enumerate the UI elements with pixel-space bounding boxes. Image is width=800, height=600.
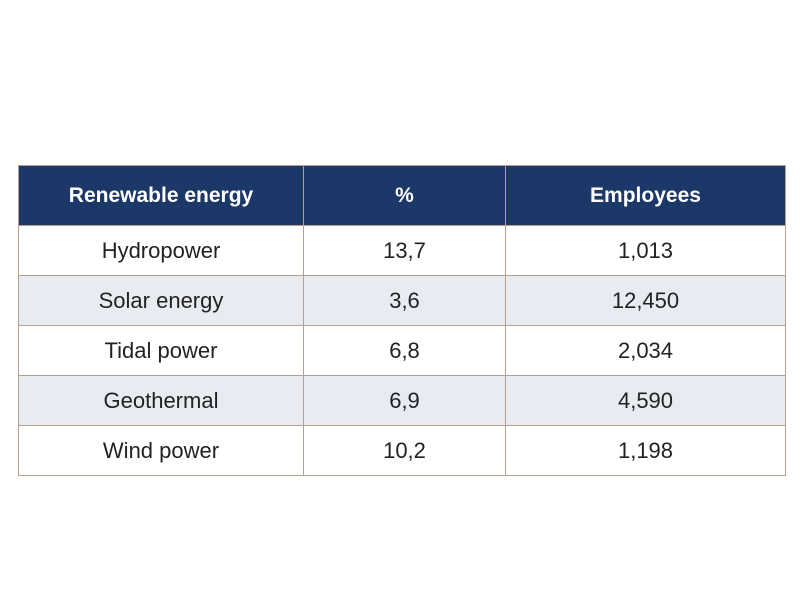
table-row: Geothermal 6,9 4,590 [18, 375, 786, 426]
data-table-container: Renewable energy % Employees Hydropower … [18, 165, 786, 476]
cell-energy-source: Solar energy [18, 275, 304, 326]
cell-employees: 12,450 [505, 275, 786, 326]
table-row: Hydropower 13,7 1,013 [18, 225, 786, 276]
table-row: Tidal power 6,8 2,034 [18, 325, 786, 376]
cell-percent: 10,2 [303, 425, 506, 476]
column-header-employees: Employees [505, 165, 786, 226]
cell-percent: 3,6 [303, 275, 506, 326]
cell-energy-source: Tidal power [18, 325, 304, 376]
cell-employees: 1,013 [505, 225, 786, 276]
table-header-row: Renewable energy % Employees [18, 165, 786, 226]
cell-employees: 4,590 [505, 375, 786, 426]
table-row: Wind power 10,2 1,198 [18, 425, 786, 476]
column-header-percent: % [303, 165, 506, 226]
table-row: Solar energy 3,6 12,450 [18, 275, 786, 326]
cell-percent: 13,7 [303, 225, 506, 276]
cell-percent: 6,8 [303, 325, 506, 376]
column-header-renewable-energy: Renewable energy [18, 165, 304, 226]
cell-employees: 2,034 [505, 325, 786, 376]
cell-employees: 1,198 [505, 425, 786, 476]
renewable-energy-table: Renewable energy % Employees Hydropower … [18, 165, 786, 476]
cell-percent: 6,9 [303, 375, 506, 426]
cell-energy-source: Wind power [18, 425, 304, 476]
cell-energy-source: Hydropower [18, 225, 304, 276]
cell-energy-source: Geothermal [18, 375, 304, 426]
